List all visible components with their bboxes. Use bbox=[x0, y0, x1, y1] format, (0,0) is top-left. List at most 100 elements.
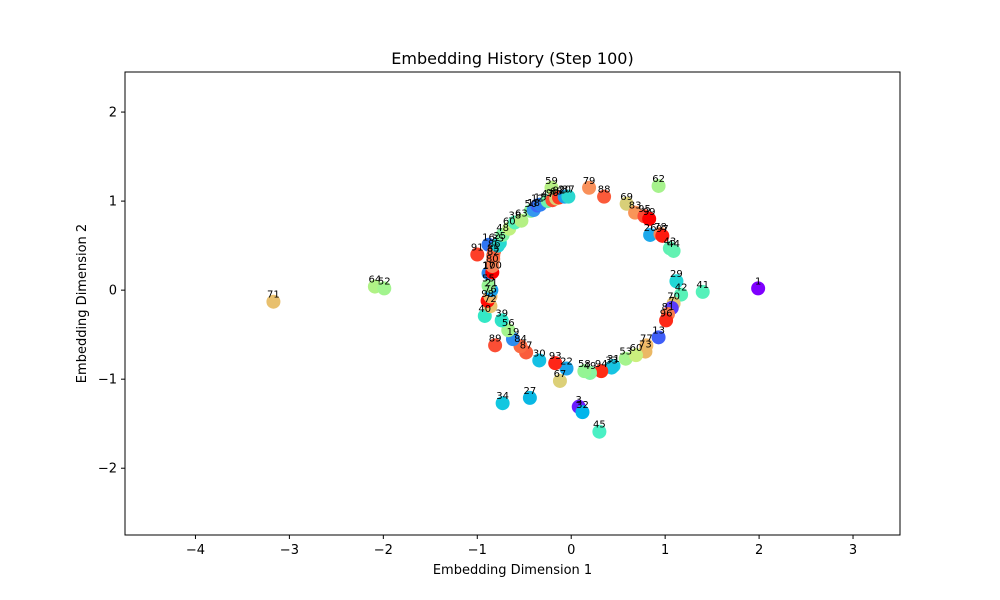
x-tick-label: 2 bbox=[755, 543, 763, 558]
y-tick-label: 0 bbox=[109, 284, 117, 299]
data-point-label: 47 bbox=[541, 189, 554, 200]
data-point-label: 3 bbox=[576, 395, 582, 406]
data-point-label: 29 bbox=[670, 269, 683, 280]
data-point-label: 26 bbox=[644, 223, 657, 234]
data-point-label: 91 bbox=[471, 243, 484, 254]
data-point bbox=[377, 281, 392, 296]
data-point-label: 67 bbox=[554, 369, 567, 380]
chart-title: Embedding History (Step 100) bbox=[391, 49, 633, 68]
data-point-label: 60 bbox=[630, 343, 643, 354]
data-point-label: 99 bbox=[643, 207, 656, 218]
data-point-label: 77 bbox=[640, 333, 653, 344]
data-point bbox=[629, 348, 644, 363]
data-point-label: 53 bbox=[619, 347, 632, 358]
data-point bbox=[592, 424, 607, 439]
data-point bbox=[522, 390, 537, 405]
data-point-label: 50 bbox=[524, 199, 537, 210]
data-point-label: 1 bbox=[755, 276, 761, 287]
data-point-label: 69 bbox=[620, 192, 633, 203]
data-point bbox=[548, 356, 563, 371]
data-point-label: 64 bbox=[369, 275, 382, 286]
data-point bbox=[494, 313, 509, 328]
data-point-label: 87 bbox=[520, 340, 533, 351]
data-point-label: 22 bbox=[560, 356, 573, 367]
data-point-label: 93 bbox=[549, 351, 562, 362]
data-point-label: 63 bbox=[515, 209, 528, 220]
data-point bbox=[470, 247, 485, 262]
data-point-label: 25 bbox=[493, 231, 506, 242]
data-point-label: 49 bbox=[584, 361, 597, 372]
x-axis-label: Embedding Dimension 1 bbox=[433, 563, 592, 578]
data-point bbox=[666, 243, 681, 258]
data-point-label: 18 bbox=[527, 198, 540, 209]
data-point-label: 92 bbox=[553, 186, 566, 197]
data-point-label: 70 bbox=[667, 292, 680, 303]
data-point bbox=[552, 373, 567, 388]
y-tick-label: 2 bbox=[109, 106, 117, 121]
data-point-label: 7 bbox=[669, 296, 675, 307]
data-point bbox=[559, 361, 574, 376]
data-point-label: 96 bbox=[660, 308, 673, 319]
data-point bbox=[577, 364, 592, 379]
data-point-label: 27 bbox=[524, 386, 537, 397]
data-point-label: 80 bbox=[486, 254, 499, 265]
data-point-label: 19 bbox=[507, 327, 520, 338]
data-point-label: 17 bbox=[482, 261, 495, 272]
data-point bbox=[642, 211, 657, 226]
data-point-label: 62 bbox=[652, 174, 665, 185]
data-point-label: 15 bbox=[534, 193, 547, 204]
data-point-label: 16 bbox=[482, 233, 495, 244]
data-point-label: 34 bbox=[496, 391, 509, 402]
data-point-label: 90 bbox=[546, 188, 559, 199]
data-point-label: 100 bbox=[483, 260, 502, 271]
y-axis-label: Embedding Dimension 2 bbox=[75, 224, 90, 383]
data-point-label: 79 bbox=[583, 176, 596, 187]
data-point-label: 72 bbox=[484, 294, 497, 305]
data-point-label: 85 bbox=[487, 243, 500, 254]
data-point-label: 33 bbox=[605, 356, 618, 367]
data-point-label: 52 bbox=[378, 276, 391, 287]
data-point-label: 20 bbox=[558, 185, 571, 196]
data-point-label: 37 bbox=[562, 185, 575, 196]
data-point-label: 68 bbox=[550, 186, 563, 197]
data-point-label: 45 bbox=[593, 420, 606, 431]
data-point bbox=[751, 281, 766, 296]
data-point-label: 42 bbox=[675, 283, 688, 294]
data-point-label: 73 bbox=[639, 340, 652, 351]
data-point bbox=[597, 189, 612, 204]
data-point-label: 38 bbox=[508, 210, 521, 221]
y-tick-label: −1 bbox=[98, 373, 117, 388]
data-point-label: 71 bbox=[267, 290, 280, 301]
data-point bbox=[481, 278, 496, 293]
y-tick-label: −2 bbox=[98, 462, 117, 477]
data-point bbox=[643, 227, 658, 242]
data-point-label: 40 bbox=[478, 304, 491, 315]
y-tick-label: 1 bbox=[109, 195, 117, 210]
data-point-label: 12 bbox=[531, 194, 544, 205]
data-point-label: 35 bbox=[492, 234, 505, 245]
data-point-label: 21 bbox=[485, 278, 498, 289]
x-tick-label: −1 bbox=[468, 543, 487, 558]
data-point bbox=[655, 228, 670, 243]
data-point-label: 95 bbox=[638, 204, 651, 215]
data-point bbox=[651, 330, 666, 345]
data-point-label: 82 bbox=[487, 247, 500, 258]
data-point-label: 31 bbox=[607, 354, 620, 365]
data-point bbox=[651, 178, 666, 193]
data-point bbox=[488, 338, 503, 353]
x-tick-label: −3 bbox=[280, 543, 299, 558]
data-point-label: 13 bbox=[652, 325, 665, 336]
data-point-label: 56 bbox=[502, 318, 515, 329]
data-point bbox=[266, 294, 281, 309]
data-point-label: 60 bbox=[503, 217, 516, 228]
data-point-label: 84 bbox=[514, 334, 527, 345]
x-tick-label: 0 bbox=[567, 543, 575, 558]
data-point bbox=[532, 353, 547, 368]
data-point bbox=[501, 323, 516, 338]
data-point bbox=[619, 196, 634, 211]
data-point bbox=[561, 189, 576, 204]
data-point bbox=[495, 396, 510, 411]
data-point-label: 81 bbox=[662, 302, 675, 313]
plot-frame bbox=[124, 71, 901, 536]
